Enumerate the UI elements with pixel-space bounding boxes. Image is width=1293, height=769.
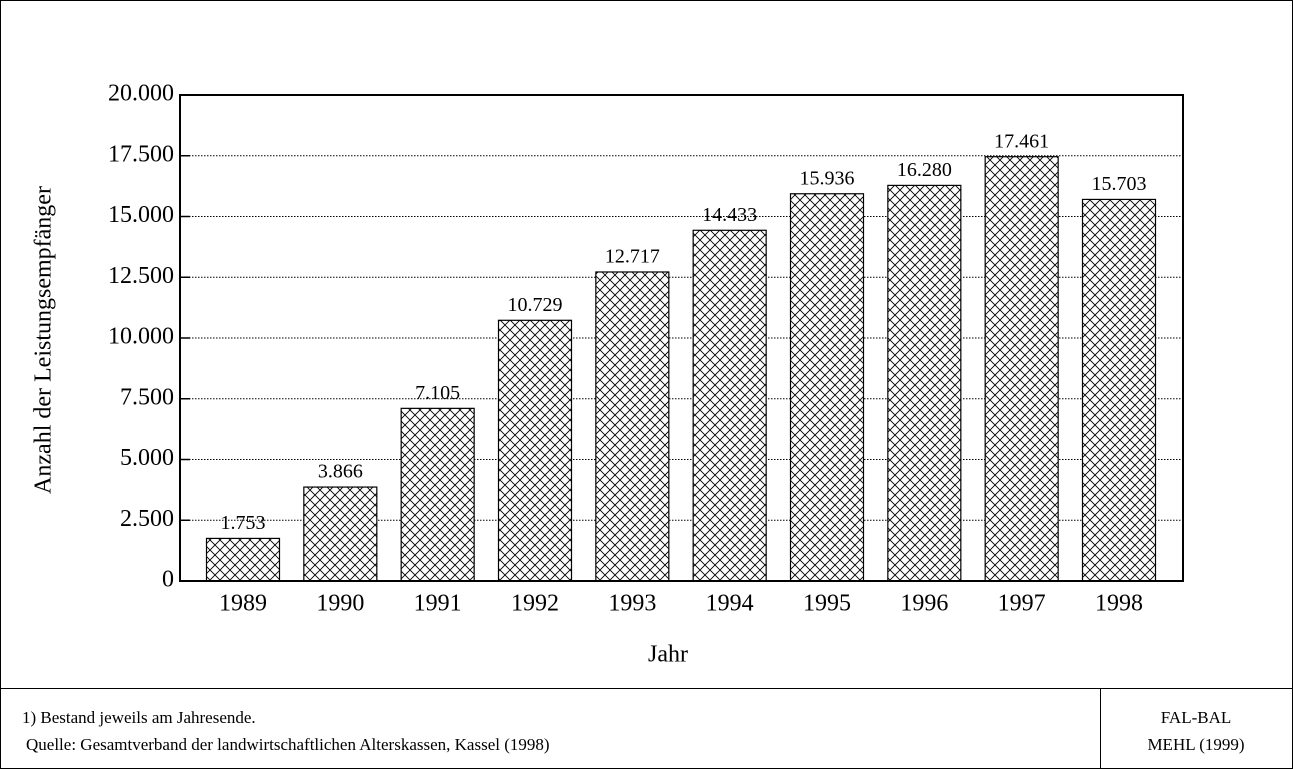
x-tick-label: 1993	[608, 591, 656, 617]
x-axis-label: Jahr	[648, 642, 688, 668]
bar	[303, 486, 378, 582]
x-tick-label: 1992	[511, 591, 559, 617]
bar	[400, 407, 475, 582]
bar	[205, 537, 281, 582]
data-label: 12.717	[605, 246, 660, 268]
credit: MEHL (1999)	[1147, 735, 1244, 754]
x-tick-label: 1998	[1095, 591, 1143, 617]
data-label: 7.105	[415, 382, 460, 404]
data-label: 15.703	[1092, 173, 1147, 195]
x-tick-label: 1997	[998, 591, 1046, 617]
x-tick-label: 1996	[900, 591, 948, 617]
bar	[497, 319, 573, 582]
y-axis-label: Anzahl der Leistungsempfänger	[31, 186, 57, 494]
x-tick-label: 1990	[316, 591, 364, 617]
y-tick-label: 10.000	[108, 324, 174, 350]
data-label: 10.729	[508, 294, 563, 316]
footnote: 1) Bestand jeweils am Jahresende.	[22, 708, 256, 727]
bar	[595, 271, 670, 582]
y-tick-label: 12.500	[108, 263, 174, 289]
bar	[789, 193, 865, 582]
x-tick-label: 1991	[414, 591, 462, 617]
bar	[887, 184, 962, 582]
y-tick-label: 7.500	[120, 384, 174, 410]
x-tick-label: 1994	[706, 591, 754, 617]
bar	[984, 156, 1059, 582]
source: Quelle: Gesamtverband der landwirtschaft…	[26, 735, 550, 754]
data-label: 1.753	[221, 512, 266, 534]
data-label: 3.866	[318, 461, 363, 483]
data-label: 16.280	[897, 159, 952, 181]
y-tick-label: 0	[162, 567, 174, 593]
data-label: 14.433	[702, 204, 757, 226]
y-tick-label: 20.000	[108, 81, 174, 107]
x-tick-label: 1989	[219, 591, 267, 617]
x-tick-label: 1995	[803, 591, 851, 617]
bar	[1081, 198, 1157, 582]
y-tick-label: 15.000	[108, 202, 174, 228]
y-tick-label: 5.000	[120, 445, 174, 471]
bar	[692, 229, 767, 582]
data-label: 17.461	[994, 130, 1049, 152]
y-tick-label: 17.500	[108, 141, 174, 167]
y-tick-label: 2.500	[120, 506, 174, 532]
plot-frame	[179, 94, 1184, 582]
credit: FAL-BAL	[1161, 708, 1232, 727]
data-label: 15.936	[800, 167, 855, 189]
